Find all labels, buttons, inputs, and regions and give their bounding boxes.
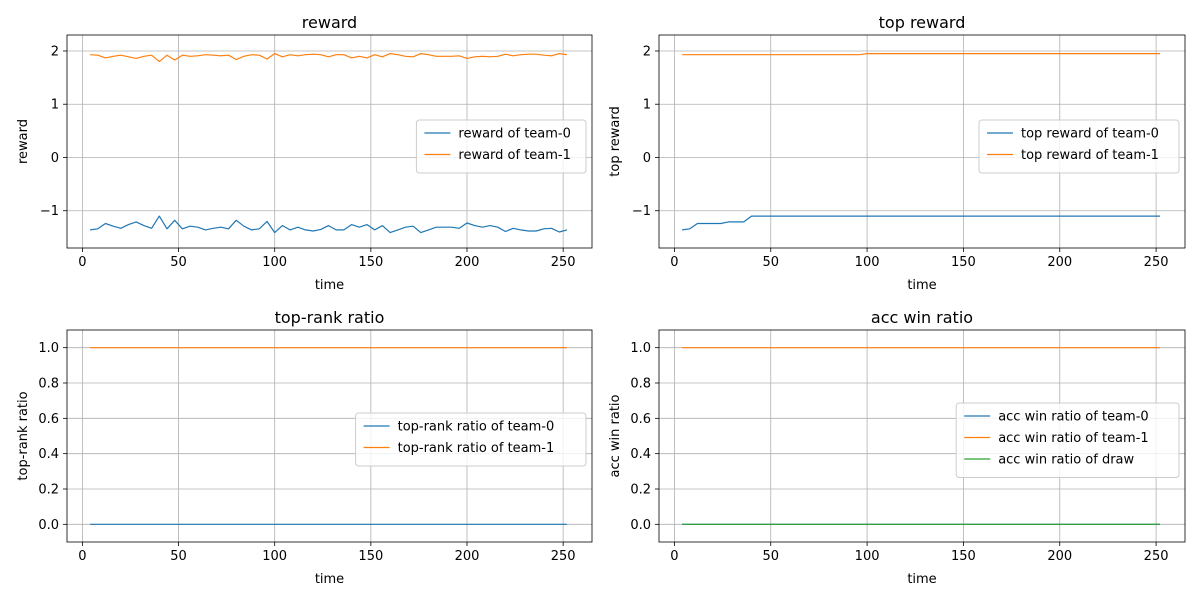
x-tick-label: 50 — [762, 255, 779, 270]
y-tick-label: 0.2 — [38, 483, 59, 498]
legend-label: reward of team-0 — [458, 127, 571, 142]
x-tick-label: 0 — [670, 549, 678, 564]
legend: reward of team-0 reward of team-1 — [415, 119, 587, 174]
legend-label: acc win ratio of team-1 — [998, 431, 1148, 446]
legend-box — [415, 119, 587, 174]
y-tick-label: 2 — [643, 44, 651, 59]
x-tick-label: 0 — [670, 255, 678, 270]
y-tick-label: 0.6 — [38, 412, 59, 427]
y-tick-label: 0.6 — [630, 412, 651, 427]
y-tick-label: −1 — [632, 204, 651, 219]
legend-label: top reward of team-1 — [1021, 148, 1159, 163]
axes-frame — [658, 34, 1186, 249]
y-tick-label: 1.0 — [38, 341, 59, 356]
x-axis-label: time — [315, 572, 344, 587]
legend: top-rank ratio of team-0 top-rank ratio o… — [355, 412, 587, 467]
x-tick-label: 100 — [262, 255, 287, 270]
series-line-1 — [682, 215, 1160, 231]
y-axis-label: reward — [16, 119, 31, 164]
series-line-2 — [682, 52, 1160, 56]
y-tick-label: 0.0 — [38, 518, 59, 533]
x-tick-label: 200 — [1047, 549, 1072, 564]
chart-title: top-rank ratio — [275, 308, 385, 327]
legend-box — [355, 412, 587, 467]
y-tick-label: 0.8 — [38, 377, 59, 392]
legend-label: top reward of team-0 — [1021, 127, 1159, 142]
x-tick-label: 150 — [951, 255, 976, 270]
legend-label: reward of team-1 — [458, 148, 571, 163]
axes-frame — [66, 329, 593, 543]
x-tick-label: 150 — [358, 549, 383, 564]
y-tick-label: 1 — [643, 98, 651, 113]
x-tick-label: 250 — [1144, 255, 1169, 270]
subplot-4: 0 50 100 150 200 250 0.0 0.2 0.4 0.6 0.8 1.0 acc win… — [608, 308, 1186, 587]
x-tick-label: 200 — [1047, 255, 1072, 270]
x-tick-label: 250 — [1144, 549, 1169, 564]
y-axis-label: top-rank ratio — [16, 391, 31, 480]
x-tick-label: 250 — [551, 255, 576, 270]
legend-label: acc win ratio of team-0 — [998, 410, 1148, 425]
x-tick-label: 100 — [855, 255, 880, 270]
chart-title: acc win ratio — [871, 308, 973, 327]
x-tick-label: 50 — [762, 549, 779, 564]
y-tick-label: 0.2 — [630, 483, 651, 498]
x-tick-label: 200 — [455, 549, 480, 564]
x-tick-label: 0 — [78, 255, 86, 270]
chart-title: top reward — [879, 13, 966, 32]
y-tick-label: 0 — [643, 151, 651, 166]
y-tick-label: 0.0 — [630, 518, 651, 533]
y-tick-label: 2 — [51, 44, 59, 59]
legend-box — [978, 119, 1180, 174]
x-tick-label: 150 — [358, 255, 383, 270]
y-tick-label: 0 — [51, 151, 59, 166]
y-tick-label: 0.8 — [630, 377, 651, 392]
y-axis-label: acc win ratio — [608, 394, 623, 477]
chart-title: reward — [302, 13, 357, 32]
y-tick-label: 0.4 — [630, 447, 651, 462]
legend: top reward of team-0 top reward of team-1 — [978, 119, 1180, 174]
x-axis-label: time — [907, 572, 936, 587]
axes-frame — [658, 329, 1186, 543]
subplot-1: 0 50 100 150 200 250 −1 0 1 2 reward time reward rewa… — [16, 13, 593, 293]
series-line-2 — [90, 52, 568, 63]
x-axis-label: time — [907, 278, 936, 293]
y-axis-label: top reward — [608, 106, 623, 176]
y-tick-label: 0.4 — [38, 447, 59, 462]
legend-label: top-rank ratio of team-0 — [398, 420, 555, 435]
x-tick-label: 150 — [951, 549, 976, 564]
subplot-3: 0 50 100 150 200 250 0.0 0.2 0.4 0.6 0.8 1.0 top-ran… — [16, 308, 593, 587]
series-line-1 — [90, 215, 568, 234]
legend-label: top-rank ratio of team-1 — [398, 441, 555, 456]
legend-box — [955, 402, 1180, 478]
x-tick-label: 100 — [262, 549, 287, 564]
subplot-2: 0 50 100 150 200 250 −1 0 1 2 top reward time top re… — [608, 13, 1186, 293]
x-tick-label: 250 — [551, 549, 576, 564]
legend: acc win ratio of team-0 acc win ratio of … — [955, 402, 1180, 478]
x-tick-label: 200 — [455, 255, 480, 270]
x-tick-label: 0 — [78, 549, 86, 564]
y-tick-label: 1 — [51, 98, 59, 113]
x-tick-label: 50 — [170, 549, 187, 564]
y-tick-label: −1 — [40, 204, 59, 219]
y-tick-label: 1.0 — [630, 341, 651, 356]
x-tick-label: 100 — [855, 549, 880, 564]
legend-label: acc win ratio of draw — [998, 453, 1134, 468]
x-axis-label: time — [315, 278, 344, 293]
x-tick-label: 50 — [170, 255, 187, 270]
axes-frame — [66, 34, 593, 249]
